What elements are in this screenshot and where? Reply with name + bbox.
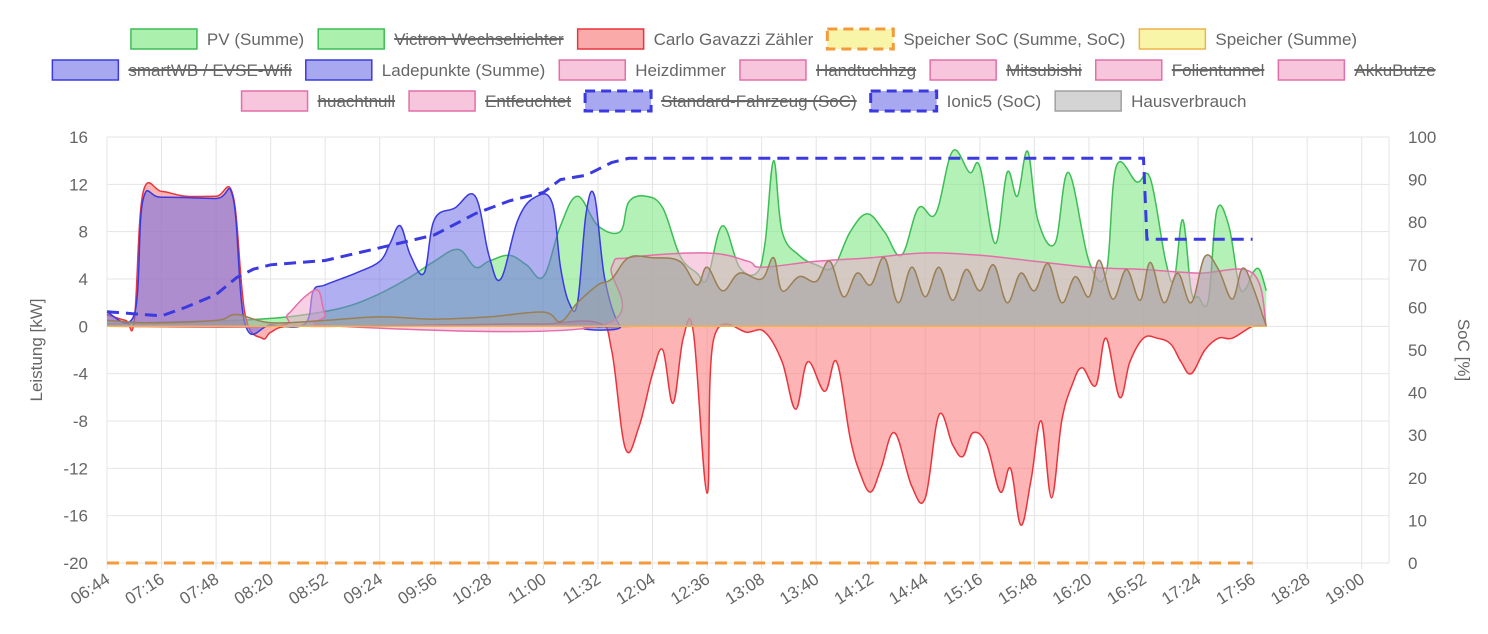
legend-item-mitsubishi[interactable]: Mitsubishi [929, 59, 1082, 81]
x-tick-label: 14:44 [885, 569, 931, 608]
x-tick-label: 12:04 [613, 569, 659, 608]
chart-legend[interactable]: PV (Summe) Victron Wechselrichter Carlo Ga… [51, 27, 1436, 113]
legend-label: Speicher SoC (Summe, SoC) [903, 30, 1125, 49]
chart-axes: 1612840-4-8-12-16-2010090807060504030201… [27, 128, 1473, 609]
legend-item-pv-summe[interactable]: PV (Summe) [130, 28, 304, 50]
x-tick-label: 10:28 [449, 569, 495, 608]
y-right-tick-label: 30 [1408, 426, 1427, 445]
legend-item-standard-fahrzeug-soc[interactable]: Standard-Fahrzeug (SoC) [583, 89, 857, 113]
x-tick-label: 09:24 [340, 569, 386, 608]
y-right-tick-label: 70 [1408, 256, 1427, 275]
y-left-tick-label: -16 [63, 507, 88, 526]
x-tick-label: 17:24 [1158, 569, 1204, 608]
y-right-tick-label: 0 [1408, 554, 1417, 573]
legend-label: Ladepunkte (Summe) [382, 61, 545, 80]
series-hausverbrauch-line [106, 254, 1268, 327]
y-left-tick-label: 0 [79, 317, 88, 336]
legend-swatch [408, 90, 476, 112]
y-right-tick-label: 80 [1408, 213, 1427, 232]
legend-swatch [130, 28, 198, 50]
legend-label: Ionic5 (SoC) [947, 92, 1041, 111]
x-tick-label: 14:12 [831, 569, 877, 608]
y-right-tick-label: 100 [1408, 128, 1436, 147]
y-right-tick-label: 40 [1408, 384, 1427, 403]
legend-swatch [240, 90, 309, 112]
plot-area [106, 149, 1268, 565]
legend-item-folientunnel[interactable]: Folientunnel [1094, 59, 1265, 81]
x-tick-label: 12:36 [667, 569, 713, 608]
legend-item-ionic5-soc[interactable]: Ionic5 (SoC) [869, 89, 1041, 113]
legend-item-akkubutze[interactable]: AkkuButze [1277, 59, 1436, 81]
legend-item-hausverbrauch[interactable]: Hausverbrauch [1054, 90, 1246, 112]
legend-item-carlo-gavazzi-zahler[interactable]: Carlo Gavazzi Zähler [576, 28, 814, 50]
y-left-tick-label: 16 [69, 128, 88, 147]
series-ladepunkte-summe-area [107, 188, 1253, 335]
x-tick-label: 11:00 [505, 569, 550, 607]
x-tick-label: 16:20 [1049, 569, 1095, 608]
legend-swatch [929, 59, 997, 81]
legend-swatch [739, 59, 807, 81]
legend-label: Carlo Gavazzi Zähler [654, 30, 814, 49]
legend-swatch [576, 28, 645, 50]
legend-label: PV (Summe) [207, 30, 304, 49]
y-left-axis-title: Leistung [kW] [27, 299, 46, 402]
x-tick-label: 13:08 [722, 569, 768, 608]
x-tick-label: 08:20 [231, 569, 277, 608]
y-left-tick-label: 8 [79, 223, 88, 242]
legend-swatch [305, 59, 373, 81]
x-tick-label: 19:00 [1322, 569, 1368, 608]
y-right-tick-label: 20 [1408, 469, 1427, 488]
y-right-axis-title: SoC [%] [1454, 319, 1473, 381]
y-left-tick-label: -4 [73, 365, 88, 384]
legend-swatch [558, 59, 627, 81]
x-tick-label: 15:48 [995, 569, 1041, 608]
legend-swatch [869, 89, 939, 113]
legend-swatch [1277, 59, 1346, 81]
legend-swatch [51, 59, 120, 81]
y-right-tick-label: 50 [1408, 341, 1427, 360]
x-tick-label: 06:44 [67, 569, 113, 608]
legend-item-smartwb-evse-wifi[interactable]: smartWB / EVSE-Wifi [51, 59, 292, 81]
series-ionic5-soc-line [106, 156, 1253, 318]
y-left-tick-label: -20 [63, 554, 88, 573]
y-left-tick-label: 4 [79, 270, 88, 289]
y-right-tick-label: 60 [1408, 298, 1427, 317]
y-left-tick-label: 12 [69, 175, 88, 194]
x-tick-label: 15:16 [940, 569, 986, 608]
legend-label: Heizdimmer [635, 61, 726, 80]
legend-item-handtuchhzg[interactable]: Handtuchhzg [739, 59, 917, 81]
legend-label: Speicher (Summe) [1215, 30, 1357, 49]
legend-item-victron-wechselrichter[interactable]: Victron Wechselrichter [317, 28, 564, 50]
legend-item-entfeuchtet[interactable]: Entfeuchtet [408, 90, 571, 112]
legend-swatch [317, 28, 385, 50]
x-tick-label: 09:56 [394, 569, 440, 608]
legend-swatch [825, 27, 895, 51]
x-tick-label: 13:40 [776, 569, 822, 608]
legend-swatch [1094, 59, 1163, 81]
y-right-tick-label: 90 [1408, 171, 1427, 190]
x-tick-label: 16:52 [1104, 569, 1150, 608]
y-left-tick-label: -12 [63, 459, 88, 478]
legend-swatch [1138, 28, 1207, 50]
legend-item-speicher-soc-summe-soc[interactable]: Speicher SoC (Summe, SoC) [825, 27, 1125, 51]
x-tick-label: 18:28 [1267, 569, 1313, 608]
legend-label: Hausverbrauch [1131, 92, 1246, 111]
x-tick-label: 08:52 [285, 569, 331, 608]
x-tick-label: 07:48 [176, 569, 222, 608]
series-hausverbrauch-area [107, 254, 1267, 327]
y-left-tick-label: -8 [73, 412, 88, 431]
x-tick-label: 07:16 [122, 569, 168, 608]
x-tick-label: 11:32 [559, 569, 604, 607]
legend-item-huachtnull[interactable]: huachtnull [240, 90, 396, 112]
legend-swatch [583, 89, 653, 113]
x-tick-label: 17:56 [1213, 569, 1259, 608]
legend-item-ladepunkte-summe[interactable]: Ladepunkte (Summe) [305, 59, 545, 81]
legend-swatch [1054, 90, 1122, 112]
y-right-tick-label: 10 [1408, 511, 1427, 530]
series-heizdimmer-line [106, 252, 1268, 333]
legend-item-speicher-summe[interactable]: Speicher (Summe) [1138, 28, 1357, 50]
legend-item-heizdimmer[interactable]: Heizdimmer [558, 59, 726, 81]
series-carlo-gavazzi-zahler-area [107, 182, 1267, 526]
